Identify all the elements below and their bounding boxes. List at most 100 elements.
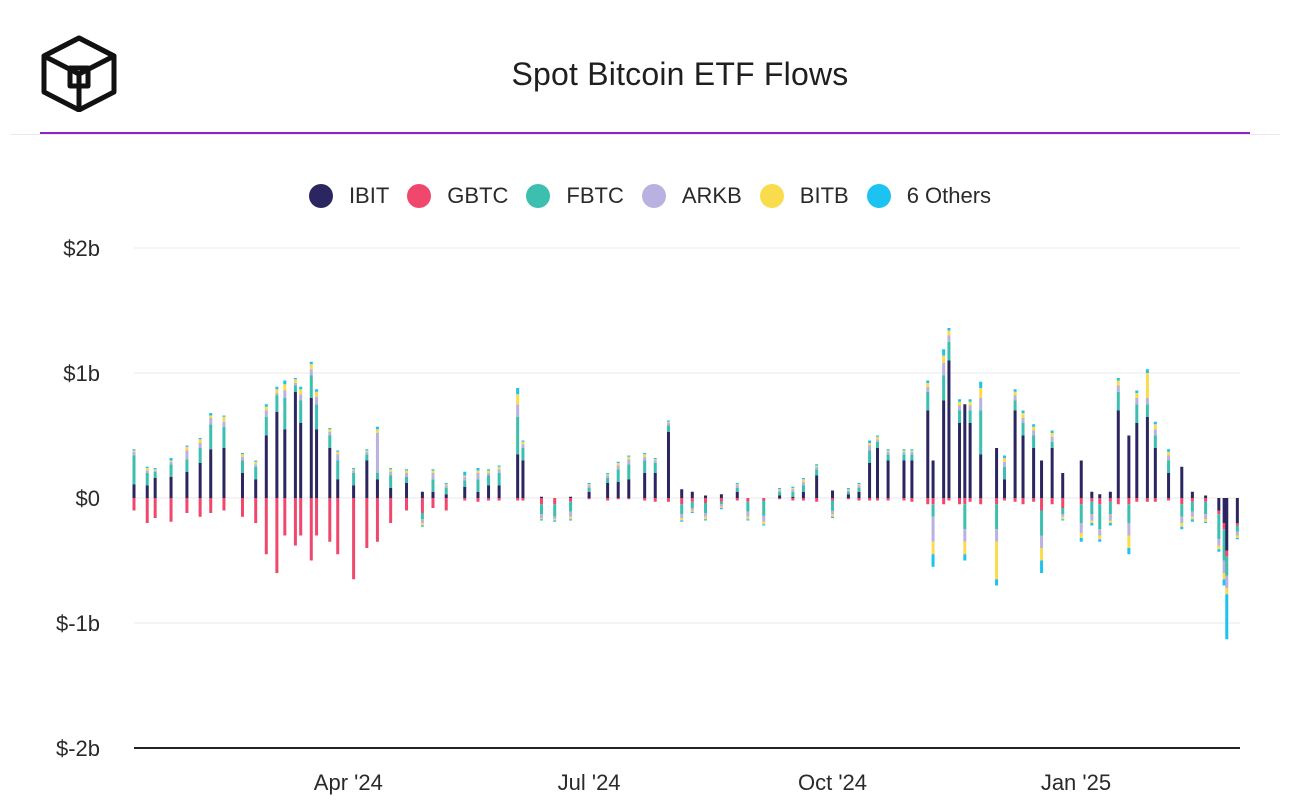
bar-segment-others <box>209 413 213 416</box>
bar-segment-gbtc <box>606 498 610 501</box>
bar-segment-gbtc <box>963 498 967 505</box>
bar-segment-ibit <box>1050 448 1054 498</box>
bar-segment-others <box>145 466 149 468</box>
bar-segment-others <box>132 449 136 451</box>
bar-segment-ibit <box>1180 466 1184 498</box>
bar-segment-arkb <box>831 510 835 515</box>
bar-segment-bitb <box>963 541 967 555</box>
bar-segment-gbtc <box>420 498 424 513</box>
bar-segment-fbtc <box>132 455 136 485</box>
bar-segment-arkb <box>132 451 136 456</box>
bar-segment-others <box>431 469 435 471</box>
bar-segment-arkb <box>690 508 694 511</box>
legend-item-fbtc[interactable]: FBTC <box>526 183 624 209</box>
bar-segment-bitb <box>1190 516 1194 520</box>
bar-segment-gbtc <box>431 498 435 508</box>
chart-title: Spot Bitcoin ETF Flows <box>511 56 849 92</box>
bar-segment-others <box>947 328 951 331</box>
bar-segment-others <box>846 488 850 490</box>
bar-segment-others <box>1204 521 1208 523</box>
bar-segment-arkb <box>666 423 670 426</box>
legend-item-ibit[interactable]: IBIT <box>308 183 389 209</box>
bar-segment-fbtc <box>876 441 880 448</box>
bar-segment-ibit <box>1040 460 1044 498</box>
bar-segment-others <box>1108 523 1112 526</box>
bar-segment-fbtc <box>431 479 435 492</box>
bar-segment-fbtc <box>1003 466 1007 480</box>
legend-item-arkb[interactable]: ARKB <box>641 183 742 209</box>
bar-segment-bitb <box>1222 573 1226 580</box>
bar-segment-gbtc <box>947 498 951 501</box>
bar-segment-ibit <box>815 475 819 498</box>
bar-segment-ibit <box>1190 491 1194 498</box>
bar-segment-arkb <box>198 443 202 448</box>
bar-segment-arkb <box>910 451 914 455</box>
bar-segment-arkb <box>762 515 766 522</box>
bar-segment-bitb <box>153 469 157 471</box>
bar-segment-bitb <box>521 441 525 445</box>
bar-segment-bitb <box>336 451 340 455</box>
bar-segment-others <box>968 399 972 402</box>
bar-segment-gbtc <box>876 498 880 501</box>
legend-item-6-others[interactable]: 6 Others <box>866 183 991 209</box>
bar-segment-arkb <box>1003 461 1007 467</box>
bar-segment-fbtc <box>1098 504 1102 530</box>
bar-segment-ibit <box>1032 448 1036 498</box>
bar-segment-others <box>222 415 226 417</box>
legend-item-bitb[interactable]: BITB <box>759 183 849 209</box>
bar-segment-bitb <box>185 446 189 451</box>
bar-segment-gbtc <box>1040 498 1044 511</box>
bar-segment-arkb <box>1217 539 1221 546</box>
bar-segment-ibit <box>487 485 491 498</box>
legend-item-gbtc[interactable]: GBTC <box>407 183 508 209</box>
bar-segment-gbtc <box>1090 498 1094 502</box>
bar-segment-gbtc <box>444 498 448 511</box>
block-cube-logo-icon <box>41 35 117 112</box>
bar-segment-fbtc <box>1190 501 1194 512</box>
bar-segment-bitb <box>1021 413 1025 418</box>
bar-segment-bitb <box>328 429 332 432</box>
bar-segment-gbtc <box>1204 498 1208 502</box>
legend-dot-icon <box>759 184 784 208</box>
bar-segment-arkb <box>365 451 369 455</box>
bar-segment-arkb <box>222 421 226 427</box>
bar-segment-bitb <box>690 510 694 512</box>
bar-segment-ibit <box>831 490 835 498</box>
bar-segment-gbtc <box>746 498 750 502</box>
bar-segment-bitb <box>1235 535 1239 538</box>
bar-segment-fbtc <box>666 425 670 432</box>
bar-segment-fbtc <box>926 391 930 411</box>
bar-segment-gbtc <box>778 498 782 500</box>
bar-segment-fbtc <box>444 488 448 495</box>
bar-segment-arkb <box>868 445 872 451</box>
bar-segment-bitb <box>846 489 850 491</box>
bar-segment-others <box>1050 430 1054 433</box>
bar-segment-bitb <box>553 519 557 521</box>
bar-segment-gbtc <box>375 498 379 542</box>
bar-segment-others <box>1217 549 1221 552</box>
bar-segment-arkb <box>431 473 435 480</box>
legend-dot-icon <box>866 184 891 208</box>
bar-segment-gbtc <box>931 498 935 505</box>
bar-segment-ibit <box>328 448 332 498</box>
bar-segment-ibit <box>299 423 303 498</box>
bar-segment-ibit <box>857 491 861 498</box>
bar-segment-bitb <box>801 479 805 482</box>
bar-segment-others <box>299 386 303 390</box>
bar-segment-gbtc <box>198 498 202 517</box>
x-tick-label: Jul '24 <box>558 770 621 795</box>
bar-segment-gbtc <box>1079 498 1083 505</box>
bar-segment-arkb <box>902 451 906 455</box>
bar-segment-bitb <box>497 466 501 470</box>
bar-segment-arkb <box>1021 418 1025 423</box>
bar-segment-others <box>1127 548 1131 555</box>
bar-segment-arkb <box>958 405 962 411</box>
bar-segment-arkb <box>886 451 890 455</box>
bar-segment-ibit <box>1235 498 1239 523</box>
bar-segment-fbtc <box>1135 404 1139 423</box>
y-tick-label: $-1b <box>56 611 100 636</box>
bar-segment-gbtc <box>553 498 557 505</box>
bar-segment-gbtc <box>185 498 189 513</box>
bar-segment-gbtc <box>680 498 684 505</box>
bar-segment-bitb <box>476 470 480 473</box>
